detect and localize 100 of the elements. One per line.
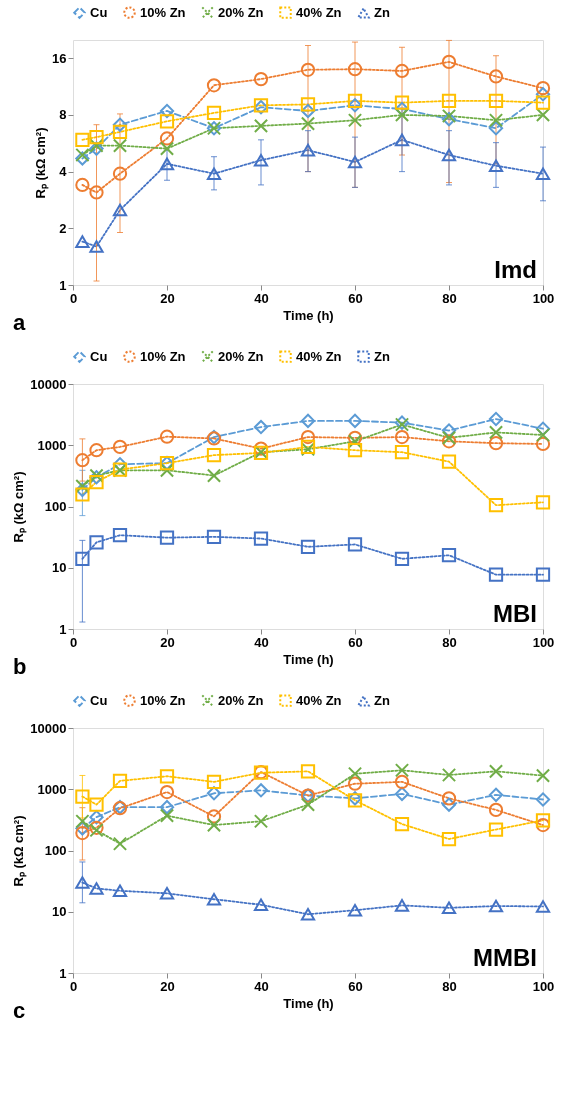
point bbox=[300, 97, 316, 112]
point bbox=[300, 797, 316, 812]
point bbox=[112, 166, 128, 181]
y-tick-label: 16 bbox=[52, 50, 67, 66]
x-tick-label: 100 bbox=[532, 634, 555, 650]
x-tick-label: 20 bbox=[160, 978, 175, 994]
y-tick-label: 4 bbox=[59, 164, 68, 180]
point bbox=[112, 773, 128, 788]
x-tick-label: 60 bbox=[348, 978, 363, 994]
point bbox=[394, 133, 410, 147]
point bbox=[89, 129, 104, 145]
point bbox=[206, 78, 222, 93]
point bbox=[206, 892, 222, 906]
point bbox=[535, 900, 551, 913]
point bbox=[253, 531, 269, 546]
point bbox=[112, 124, 128, 140]
x-tick-label: 40 bbox=[254, 978, 269, 994]
text: b bbox=[13, 654, 27, 679]
point bbox=[159, 141, 175, 156]
y-tick-label: 1 bbox=[59, 621, 67, 637]
point bbox=[488, 764, 504, 779]
point bbox=[206, 786, 222, 801]
point bbox=[394, 63, 410, 79]
point bbox=[441, 112, 457, 127]
point bbox=[394, 95, 410, 110]
y-tick-label: 10000 bbox=[30, 376, 67, 392]
legend-label: Cu bbox=[90, 348, 108, 364]
point bbox=[159, 800, 175, 815]
point bbox=[347, 766, 363, 781]
point bbox=[441, 831, 457, 847]
y-tick-label: 8 bbox=[59, 107, 67, 123]
point bbox=[347, 62, 363, 77]
x-tick-label: 0 bbox=[69, 634, 78, 650]
point bbox=[89, 443, 104, 458]
point bbox=[347, 413, 363, 428]
point bbox=[159, 157, 175, 171]
legend-label: Zn bbox=[374, 692, 390, 708]
point bbox=[535, 107, 551, 123]
point bbox=[441, 54, 457, 70]
point bbox=[394, 899, 410, 912]
x-tick-label: 40 bbox=[254, 634, 269, 650]
point bbox=[347, 430, 363, 445]
point bbox=[394, 551, 410, 566]
point bbox=[75, 235, 90, 248]
point bbox=[488, 121, 504, 136]
y-tick-label: 10 bbox=[52, 560, 67, 576]
point bbox=[535, 87, 551, 102]
legend-label: 40% Zn bbox=[296, 348, 342, 364]
point bbox=[159, 530, 175, 545]
annotation: MMBI bbox=[473, 944, 537, 971]
point bbox=[394, 445, 410, 460]
y-axis-title: Rₚ (kΩ cm²) bbox=[11, 471, 28, 543]
point bbox=[300, 413, 316, 428]
x-tick-label: 20 bbox=[160, 290, 175, 306]
point bbox=[206, 468, 222, 483]
point bbox=[347, 776, 363, 791]
text: c bbox=[13, 998, 26, 1023]
y-tick-label: 2 bbox=[59, 220, 67, 236]
legend-label: 20% Zn bbox=[218, 348, 264, 364]
x-tick-label: 60 bbox=[348, 634, 363, 650]
point bbox=[300, 103, 316, 119]
x-tick-label: 60 bbox=[348, 290, 363, 306]
point bbox=[441, 791, 457, 806]
point bbox=[488, 822, 504, 837]
point bbox=[394, 816, 410, 832]
point bbox=[535, 792, 551, 807]
x-tick-label: 80 bbox=[442, 290, 457, 306]
point bbox=[488, 69, 504, 84]
point bbox=[347, 434, 363, 449]
x-tick-label: 100 bbox=[532, 978, 555, 994]
point bbox=[89, 535, 104, 550]
x-axis-title: Time (h) bbox=[283, 651, 334, 667]
point bbox=[441, 148, 457, 162]
point bbox=[441, 454, 457, 469]
point bbox=[394, 763, 410, 778]
point bbox=[441, 430, 457, 445]
point bbox=[75, 132, 90, 147]
annotation: Imd bbox=[494, 256, 537, 283]
legend-label: 10% Zn bbox=[140, 348, 186, 364]
legend-label: 20% Zn bbox=[218, 692, 264, 708]
point bbox=[394, 429, 410, 445]
x-axis-title: Time (h) bbox=[283, 307, 334, 323]
point bbox=[75, 453, 90, 468]
point bbox=[535, 81, 551, 96]
point bbox=[75, 551, 90, 566]
annotation: MBI bbox=[493, 600, 537, 627]
point bbox=[535, 768, 551, 783]
point bbox=[75, 876, 90, 889]
point bbox=[112, 203, 128, 217]
point bbox=[75, 789, 90, 804]
point bbox=[300, 62, 316, 77]
point bbox=[159, 887, 175, 900]
point bbox=[488, 802, 504, 818]
point bbox=[253, 783, 269, 798]
point bbox=[75, 487, 90, 502]
legend-label: 40% Zn bbox=[296, 4, 342, 20]
legend-label: 20% Zn bbox=[218, 4, 264, 20]
y-tick-label: 1 bbox=[59, 277, 67, 293]
y-axis-title: Rₚ (kΩ cm²) bbox=[11, 815, 28, 887]
text: a bbox=[13, 310, 26, 335]
